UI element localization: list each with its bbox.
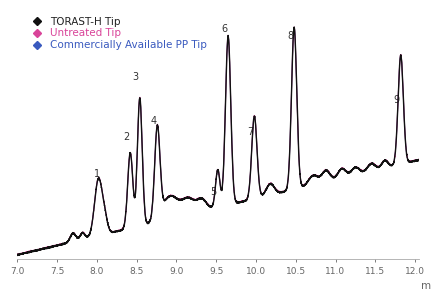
Text: 7: 7 xyxy=(247,127,254,137)
Text: 6: 6 xyxy=(222,24,228,34)
Text: 8: 8 xyxy=(287,31,293,41)
Text: 2: 2 xyxy=(123,132,130,142)
Text: 5: 5 xyxy=(211,187,217,197)
Text: 4: 4 xyxy=(150,116,156,126)
Text: 1: 1 xyxy=(94,169,100,179)
Legend: TORAST-H Tip, Untreated Tip, Commercially Available PP Tip: TORAST-H Tip, Untreated Tip, Commerciall… xyxy=(26,16,207,50)
Text: 3: 3 xyxy=(133,72,139,82)
Text: 9: 9 xyxy=(394,95,400,105)
Text: min: min xyxy=(422,281,432,291)
